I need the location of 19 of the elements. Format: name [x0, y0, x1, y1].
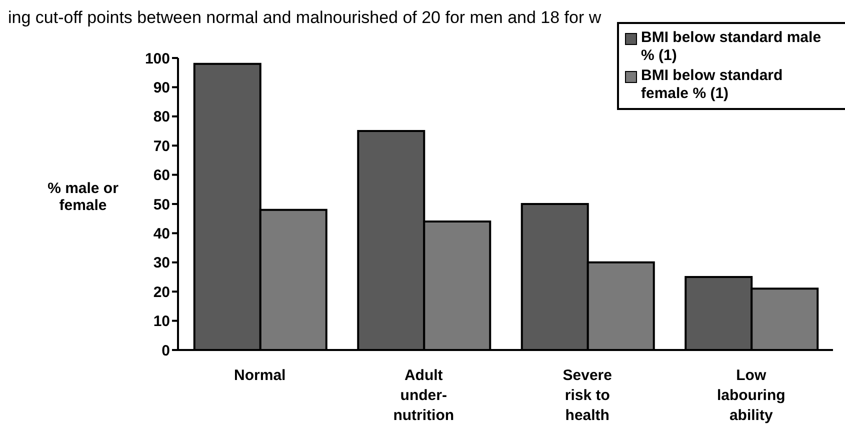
y-axis-title: % male or female — [46, 180, 120, 214]
y-tick-label: 50 — [153, 196, 170, 214]
chart-title: ing cut-off points between normal and malnourished of 20 for men and 18 for w — [8, 8, 602, 28]
y-tick-label: 0 — [162, 342, 170, 360]
x-tick-label: Normal — [234, 367, 286, 384]
y-tick-label: 70 — [153, 138, 170, 155]
y-tick-label: 80 — [153, 108, 170, 126]
x-tick-label: Adult under-nutrition — [393, 367, 454, 424]
y-tick-label: 60 — [153, 167, 170, 184]
y-tick-label: 90 — [153, 80, 170, 97]
legend-label: BMI below standard female % (1) — [641, 67, 784, 103]
y-tick-label: 100 — [144, 50, 170, 68]
x-tick-label: Low labouring ability — [716, 367, 786, 424]
y-tick-label: 20 — [153, 284, 170, 301]
y-tick-label: 30 — [153, 254, 170, 272]
y-tick-label: 10 — [153, 313, 170, 330]
y-tick-label: 40 — [153, 226, 170, 243]
legend-label: BMI below standard male % (1) — [641, 29, 822, 65]
x-tick-label: Severe risk to health — [562, 367, 612, 424]
